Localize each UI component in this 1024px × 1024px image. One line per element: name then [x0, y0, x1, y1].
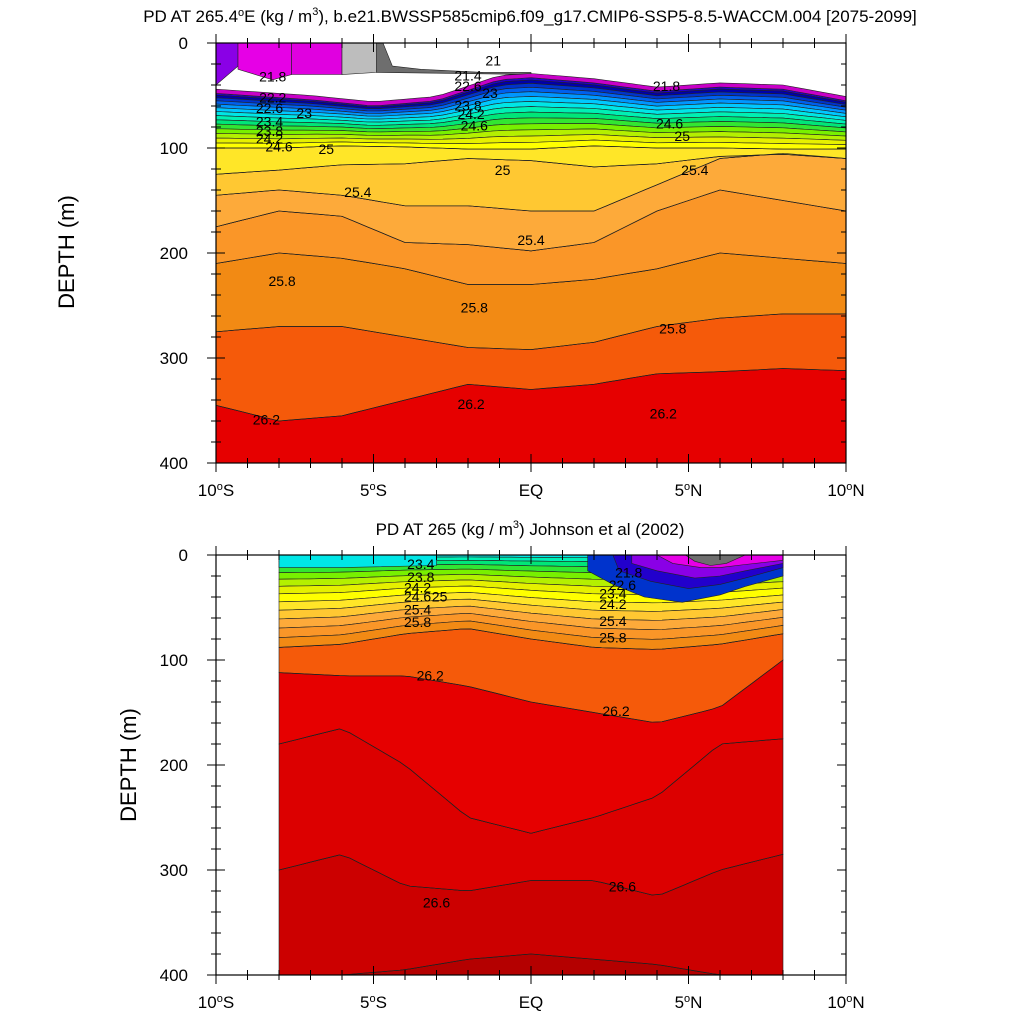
- chart-panel-model: PD AT 265.4oE (kg / m3), b.e21.BWSSP585c…: [54, 6, 917, 500]
- contour-labels: 23.423.824.224.6 2525.425.821.822.623.424…: [404, 556, 643, 910]
- x-tick-label: EQ: [519, 481, 544, 500]
- contour-label: 21.8: [653, 78, 680, 94]
- x-tick-label: 10oS: [198, 481, 234, 500]
- contour-line-25.2: [216, 153, 846, 175]
- contour-label: 25: [495, 162, 511, 178]
- x-tick-label: 10oN: [827, 481, 864, 500]
- contour-label: 21: [485, 53, 501, 69]
- contour-label: 25.4: [681, 162, 708, 178]
- contour-label: 24.6: [461, 118, 488, 134]
- x-tick-label: 5oS: [360, 481, 387, 500]
- contour-line-26.2: [216, 368, 846, 422]
- contour-label: 22.2: [259, 89, 286, 105]
- contour-label: 23.8: [407, 569, 434, 585]
- x-tick-label: 10oN: [827, 993, 864, 1012]
- chart-title: PD AT 265 (kg / m3) Johnson et al (2002): [376, 519, 685, 539]
- chart-title: PD AT 265.4oE (kg / m3), b.e21.BWSSP585c…: [143, 6, 917, 26]
- x-tick-label: EQ: [519, 993, 544, 1012]
- contour-band-21.2: [341, 43, 377, 75]
- contour-label: 25.4: [517, 232, 544, 248]
- y-axis-label: DEPTH (m): [54, 195, 79, 309]
- axis-ticks: 0 100 200 300 400 10oS 5oS EQ 5oN 10oN: [160, 546, 865, 1012]
- contour-label: 23: [296, 105, 312, 121]
- contour-label: 22.6: [454, 78, 481, 94]
- contour-label: 22.6: [609, 577, 636, 593]
- y-tick-label: 400: [160, 454, 188, 473]
- contour-line-25.4: [216, 152, 846, 212]
- contour-label: 23.4: [256, 114, 283, 130]
- contour-label: 26.2: [602, 703, 629, 719]
- contour-label: 24.2: [404, 579, 431, 595]
- x-tick-label: 5oS: [360, 993, 387, 1012]
- contour-label: 26.2: [253, 412, 280, 428]
- contour-label: 26.6: [423, 894, 450, 910]
- axis-ticks: 0 100 200 300 400 10oS 5oS EQ 5oN 10oN: [160, 34, 865, 500]
- contour-label: 25.8: [404, 614, 431, 630]
- contour-label: 25.4: [599, 613, 626, 629]
- contour-line-26.4: [278, 728, 784, 834]
- y-tick-label: 0: [179, 546, 188, 565]
- y-tick-label: 200: [160, 756, 188, 775]
- y-tick-label: 100: [160, 651, 188, 670]
- contour-line-26.0: [216, 313, 846, 350]
- contour-label: 25.8: [268, 273, 295, 289]
- contour-band-21.0: [376, 43, 532, 75]
- contour-label: 23.8: [454, 98, 481, 114]
- contour-line-26.0: [278, 628, 784, 650]
- contour-label: 23.4: [407, 556, 434, 572]
- contour-label: 23.4: [599, 586, 626, 602]
- contour-label: 23: [482, 85, 498, 101]
- contour-label: 25.4: [404, 601, 431, 617]
- contour-label: 25.8: [659, 320, 686, 336]
- contour-line-25.0: [216, 145, 846, 150]
- contour-label: 26.2: [457, 396, 484, 412]
- y-tick-label: 200: [160, 244, 188, 263]
- y-axis-label: DEPTH (m): [116, 708, 141, 822]
- contour-fills: [216, 43, 846, 463]
- contour-band-21.0: [684, 555, 746, 566]
- contour-label: 24.6: [404, 589, 431, 605]
- contour-band-21.6: [237, 43, 292, 81]
- contour-line-26.8: [279, 953, 783, 975]
- contour-label: 24.6: [265, 139, 292, 155]
- contour-label: 24.2: [599, 596, 626, 612]
- contour-label: 25: [319, 141, 335, 157]
- y-tick-label: 300: [160, 861, 188, 880]
- contour-label: 24.2: [457, 106, 484, 122]
- contour-label: 24.2: [256, 130, 283, 146]
- contour-band-21.7: [291, 43, 343, 75]
- contour-label: 25.4: [344, 184, 371, 200]
- contour-label: 25: [674, 128, 690, 144]
- x-tick-label: 5oN: [675, 481, 703, 500]
- contour-label: 25: [432, 589, 448, 605]
- y-tick-label: 300: [160, 349, 188, 368]
- x-tick-label: 5oN: [675, 993, 703, 1012]
- contour-label: 24.6: [656, 116, 683, 132]
- contour-fills: [278, 555, 784, 975]
- contour-label: 25.8: [599, 630, 626, 646]
- contour-band-23.2: [278, 555, 437, 568]
- contour-label: 22.6: [256, 100, 283, 116]
- contour-line-25.8: [216, 252, 846, 285]
- contour-label: 21.8: [615, 565, 642, 581]
- contour-label: 26.2: [650, 405, 677, 421]
- contour-label: 21.4: [454, 67, 481, 83]
- chart-panel-observations: PD AT 265 (kg / m3) Johnson et al (2002)…: [116, 519, 865, 1012]
- y-tick-label: 400: [160, 966, 188, 985]
- contour-label: 23.8: [256, 123, 283, 139]
- contour-label: 26.6: [609, 879, 636, 895]
- contour-band-21.4: [216, 73, 846, 106]
- contour-line-26.6: [278, 853, 784, 896]
- contour-line-25.6: [216, 189, 846, 252]
- y-tick-label: 100: [160, 139, 188, 158]
- contour-label: 25.8: [461, 299, 488, 315]
- contour-line-26.2: [278, 659, 784, 723]
- y-tick-label: 0: [179, 34, 188, 53]
- contour-label: 21.8: [259, 68, 286, 84]
- x-tick-label: 10oS: [198, 993, 234, 1012]
- contour-label: 26.2: [417, 668, 444, 684]
